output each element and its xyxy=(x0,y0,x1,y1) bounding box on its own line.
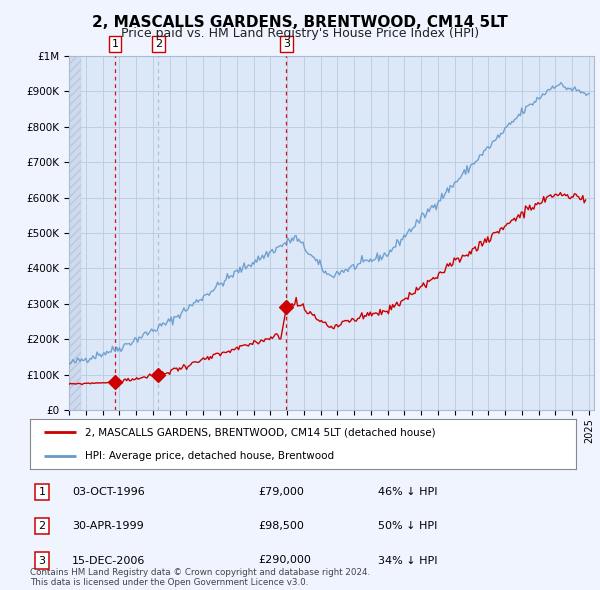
Text: 3: 3 xyxy=(38,556,46,565)
Point xyxy=(110,378,120,387)
Text: 2, MASCALLS GARDENS, BRENTWOOD, CM14 5LT: 2, MASCALLS GARDENS, BRENTWOOD, CM14 5LT xyxy=(92,15,508,30)
Text: 50% ↓ HPI: 50% ↓ HPI xyxy=(378,522,437,531)
Point xyxy=(154,371,163,380)
Text: 1: 1 xyxy=(112,39,119,49)
Text: 2: 2 xyxy=(38,522,46,531)
Text: £98,500: £98,500 xyxy=(258,522,304,531)
Text: 15-DEC-2006: 15-DEC-2006 xyxy=(72,556,145,565)
Text: 2, MASCALLS GARDENS, BRENTWOOD, CM14 5LT (detached house): 2, MASCALLS GARDENS, BRENTWOOD, CM14 5LT… xyxy=(85,427,435,437)
Text: Contains HM Land Registry data © Crown copyright and database right 2024.
This d: Contains HM Land Registry data © Crown c… xyxy=(30,568,370,587)
Text: £79,000: £79,000 xyxy=(258,487,304,497)
Text: 46% ↓ HPI: 46% ↓ HPI xyxy=(378,487,437,497)
Text: 1: 1 xyxy=(38,487,46,497)
Text: 2: 2 xyxy=(155,39,162,49)
Text: 34% ↓ HPI: 34% ↓ HPI xyxy=(378,556,437,565)
Text: HPI: Average price, detached house, Brentwood: HPI: Average price, detached house, Bren… xyxy=(85,451,334,461)
Text: 3: 3 xyxy=(283,39,290,49)
Text: 30-APR-1999: 30-APR-1999 xyxy=(72,522,144,531)
Text: £290,000: £290,000 xyxy=(258,556,311,565)
Point xyxy=(281,303,291,312)
Text: Price paid vs. HM Land Registry's House Price Index (HPI): Price paid vs. HM Land Registry's House … xyxy=(121,27,479,40)
Text: 03-OCT-1996: 03-OCT-1996 xyxy=(72,487,145,497)
